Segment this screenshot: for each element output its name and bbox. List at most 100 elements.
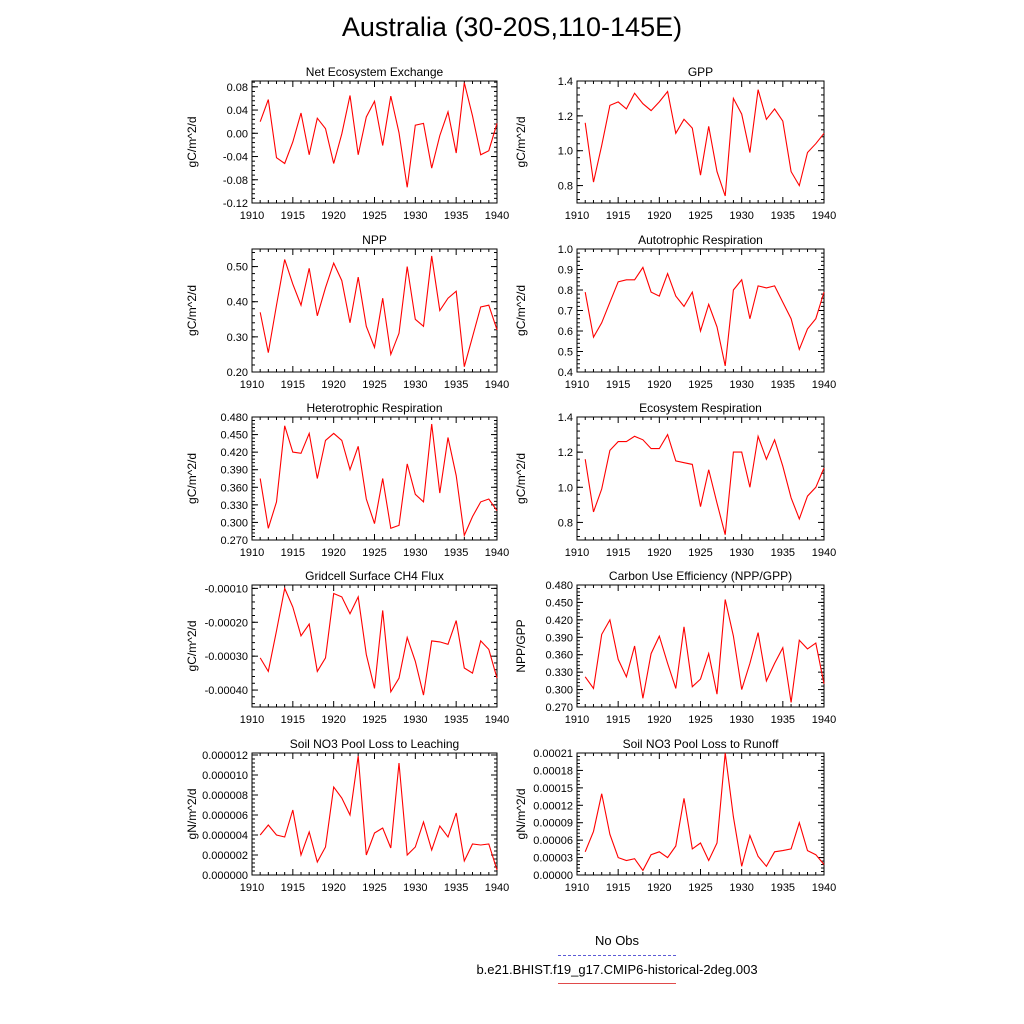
y-tick-label: 1.4 <box>558 76 573 88</box>
y-tick-label: 0.50 <box>227 262 248 274</box>
x-tick-label: 1935 <box>444 882 468 894</box>
x-tick-label: 1910 <box>240 547 264 559</box>
x-tick-label: 1940 <box>485 547 509 559</box>
x-tick-label: 1925 <box>688 379 712 391</box>
y-axis-label: NPP/GPP <box>514 619 528 672</box>
y-axis-label: gC/m^2/d <box>185 117 199 168</box>
plot-frame <box>576 80 825 204</box>
x-tick-label: 1910 <box>565 379 589 391</box>
y-tick-label: 0.330 <box>545 667 573 679</box>
x-tick-label: 1935 <box>771 379 795 391</box>
y-tick-label: 0.420 <box>220 447 248 459</box>
x-tick-label: 1940 <box>812 714 836 726</box>
y-axis-label: gC/m^2/d <box>185 621 199 672</box>
x-tick-label: 1920 <box>321 882 345 894</box>
chart-panel-10: Soil NO3 Pool Loss to Runoff gN/m^2/d 1910… <box>514 737 836 894</box>
x-tick-label: 1915 <box>606 547 630 559</box>
x-tick-label: 1930 <box>403 210 427 222</box>
x-tick-label: 1910 <box>240 379 264 391</box>
chart-title: GPP <box>688 65 713 79</box>
y-tick-label: 1.0 <box>558 244 573 256</box>
x-tick-label: 1910 <box>565 210 589 222</box>
y-tick-label: 0.08 <box>227 82 248 94</box>
x-tick-label: 1920 <box>647 210 671 222</box>
chart-panel-1: Net Ecosystem Exchange gC/m^2/d 1910 1915 19… <box>185 65 509 222</box>
series-line <box>259 82 498 188</box>
x-tick-label: 1930 <box>403 379 427 391</box>
x-tick-label: 1935 <box>771 210 795 222</box>
x-tick-label: 1940 <box>485 714 509 726</box>
series-line <box>259 255 498 367</box>
y-tick-label: 0.00006 <box>533 835 573 847</box>
y-tick-label: 0.04 <box>227 105 248 117</box>
x-tick-label: 1920 <box>647 714 671 726</box>
x-tick-label: 1935 <box>771 882 795 894</box>
series-line <box>584 266 825 367</box>
x-tick-label: 1915 <box>281 714 305 726</box>
chart-panel-8: Carbon Use Efficiency (NPP/GPP) NPP/GPP 19… <box>514 569 836 726</box>
y-tick-label: 0.40 <box>227 297 248 309</box>
series-line <box>584 752 825 872</box>
y-tick-label: 0.450 <box>545 597 573 609</box>
plot-frame <box>576 752 825 876</box>
y-tick-label: 0.6 <box>558 326 573 338</box>
x-tick-label: 1935 <box>444 547 468 559</box>
x-tick-label: 1925 <box>688 547 712 559</box>
y-axis-label: gC/m^2/d <box>514 285 528 336</box>
chart-title: Gridcell Surface CH4 Flux <box>305 569 444 583</box>
chart-title: Net Ecosystem Exchange <box>306 65 444 79</box>
y-tick-label: 0.00000 <box>533 870 573 882</box>
y-tick-label: 0.450 <box>220 430 248 442</box>
series-line <box>259 586 498 696</box>
x-tick-label: 1940 <box>812 210 836 222</box>
y-tick-label: 0.000008 <box>202 790 248 802</box>
x-tick-label: 1925 <box>362 379 386 391</box>
y-tick-label: 0.00018 <box>533 765 573 777</box>
y-tick-label: 1.0 <box>558 482 573 494</box>
x-tick-label: 1935 <box>444 379 468 391</box>
chart-panel-9: Soil NO3 Pool Loss to Leaching gN/m^2/d 19… <box>185 737 509 894</box>
y-tick-label: -0.00030 <box>205 651 248 663</box>
y-tick-label: 0.420 <box>545 615 573 627</box>
x-tick-label: 1930 <box>403 547 427 559</box>
chart-panel-7: Gridcell Surface CH4 Flux gC/m^2/d 1910 191… <box>185 569 509 726</box>
x-tick-label: 1925 <box>362 210 386 222</box>
y-tick-label: -0.00040 <box>205 685 248 697</box>
y-tick-label: 0.7 <box>558 306 573 318</box>
x-tick-label: 1925 <box>688 882 712 894</box>
y-tick-label: 0.8 <box>558 181 573 193</box>
x-tick-label: 1935 <box>444 210 468 222</box>
x-tick-label: 1925 <box>362 547 386 559</box>
x-tick-label: 1920 <box>321 379 345 391</box>
y-tick-label: 0.360 <box>220 482 248 494</box>
plot-frame <box>251 752 498 876</box>
y-tick-label: 0.000006 <box>202 810 248 822</box>
x-tick-label: 1940 <box>485 379 509 391</box>
x-tick-label: 1940 <box>485 210 509 222</box>
chart-title: Autotrophic Respiration <box>638 233 763 247</box>
x-tick-label: 1930 <box>729 379 753 391</box>
x-tick-label: 1920 <box>647 547 671 559</box>
plot-frame <box>576 416 825 541</box>
x-tick-label: 1930 <box>403 882 427 894</box>
x-tick-label: 1910 <box>240 210 264 222</box>
x-tick-label: 1915 <box>606 379 630 391</box>
x-tick-label: 1925 <box>688 210 712 222</box>
y-tick-label: -0.04 <box>223 152 248 164</box>
x-tick-label: 1910 <box>565 882 589 894</box>
y-tick-label: 0.00015 <box>533 783 573 795</box>
chart-title: Carbon Use Efficiency (NPP/GPP) <box>609 569 792 583</box>
plot-frame <box>251 80 498 204</box>
chart-title: Soil NO3 Pool Loss to Runoff <box>623 737 780 751</box>
y-tick-label: 0.8 <box>558 285 573 297</box>
x-tick-label: 1920 <box>321 547 345 559</box>
page-title: Australia (30-20S,110-145E) <box>341 12 683 42</box>
y-tick-label: 0.300 <box>545 685 573 697</box>
x-tick-label: 1920 <box>321 210 345 222</box>
x-tick-label: 1915 <box>281 210 305 222</box>
y-tick-label: -0.00020 <box>205 617 248 629</box>
x-tick-label: 1920 <box>647 379 671 391</box>
x-tick-label: 1935 <box>444 714 468 726</box>
y-tick-label: 0.360 <box>545 650 573 662</box>
